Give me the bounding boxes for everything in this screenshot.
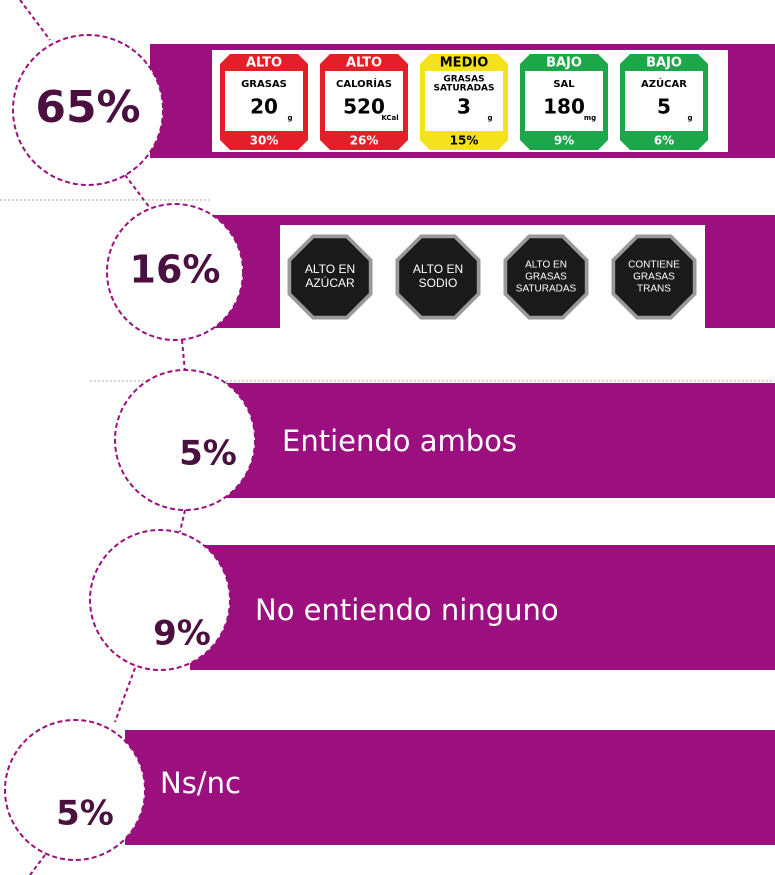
label-level: ALTO (246, 56, 282, 71)
percent-circle (4, 719, 146, 861)
label-unit: mg (584, 114, 596, 122)
seal-text: CONTIENE (628, 260, 680, 271)
seal-text: ALTO EN (305, 262, 355, 276)
label-amount: 3 (457, 95, 471, 119)
bar (125, 730, 775, 845)
nutrition-label: BAJO AZÚCAR 5 g 6% (620, 54, 708, 150)
label-share: 6% (654, 134, 674, 148)
percent-circle (106, 203, 244, 341)
seal-shape (615, 238, 693, 316)
percent-circle (89, 529, 231, 671)
connector (124, 174, 151, 209)
label-level: ALTO (346, 56, 382, 71)
percent: 9% (153, 614, 211, 654)
label-body (525, 71, 603, 131)
percent: 5% (56, 794, 114, 834)
seal-text: SODIO (419, 276, 458, 290)
label-level: BAJO (546, 56, 582, 71)
seal-text: GRASAS (525, 272, 567, 283)
percent: 5% (179, 434, 237, 474)
seal-shape (291, 238, 369, 316)
connector (114, 667, 136, 723)
seal-shape (399, 238, 477, 316)
seal-text: SATURADAS (516, 284, 577, 295)
label-share: 26% (350, 134, 379, 148)
seal-text: GRASAS (633, 272, 675, 283)
percent-circle (12, 34, 164, 186)
label-share: 9% (554, 134, 574, 148)
connector (179, 509, 186, 533)
nutrition-label: ALTO GRASAS 20 g 30% (220, 54, 308, 150)
seal-shape (507, 238, 585, 316)
option-label: Ns/nc (160, 766, 241, 800)
option-label: No entiendo ninguno (255, 593, 559, 627)
label-unit: KCal (381, 114, 398, 122)
label-nutrient: CALORÍAS (336, 77, 392, 90)
label-amount: 180 (543, 95, 585, 119)
label-amount: 20 (250, 95, 278, 119)
percent: 65% (35, 82, 140, 133)
label-share: 15% (450, 134, 479, 148)
option-label: Entiendo ambos (282, 424, 517, 458)
bar (220, 383, 775, 498)
label-nutrient: GRASAS (241, 79, 287, 90)
label-body (425, 71, 503, 131)
connector (181, 339, 186, 373)
percent-circle (114, 369, 256, 511)
connector (29, 854, 46, 875)
connectors (19, 0, 186, 875)
label-amount: 520 (343, 95, 385, 119)
label-share: 30% (250, 134, 279, 148)
percent: 16% (130, 248, 221, 292)
label-nutrient: SAL (553, 79, 575, 90)
label-level: BAJO (646, 56, 682, 71)
label-amount: 5 (657, 95, 671, 119)
label-nutrient: AZÚCAR (641, 77, 687, 90)
label-nutrient: GRASAS (443, 75, 484, 85)
bar (190, 545, 775, 670)
label-unit: g (487, 114, 492, 122)
label-nutrient: SATURADAS (433, 84, 494, 94)
label-body (625, 71, 703, 131)
connector (19, 0, 51, 41)
label-unit: g (687, 114, 692, 122)
label-unit: g (287, 114, 292, 122)
label-level: MEDIO (440, 56, 489, 71)
seal-text: TRANS (637, 284, 671, 295)
seal-text: ALTO EN (525, 260, 567, 271)
seal-text: AZÚCAR (305, 275, 355, 290)
seal-text: ALTO EN (413, 262, 463, 276)
label-body (225, 71, 303, 131)
label-body (325, 71, 403, 131)
